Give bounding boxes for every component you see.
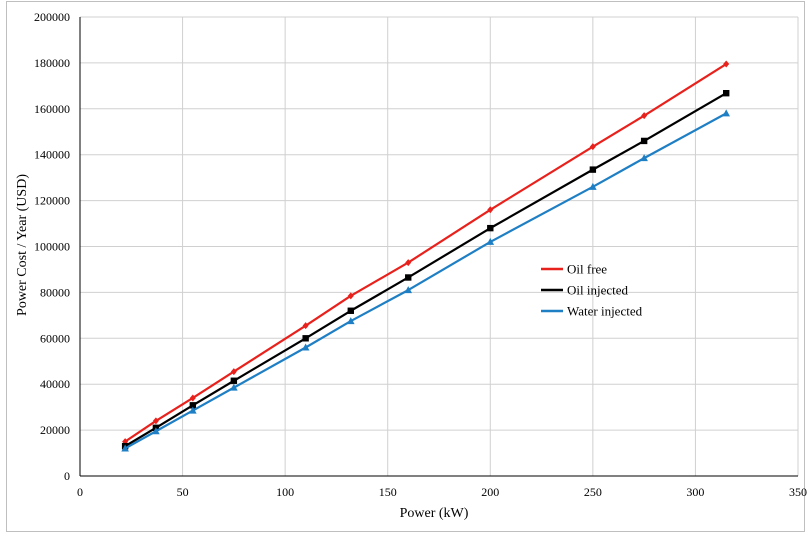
x-tick-label: 250 (584, 485, 602, 499)
data-point (486, 237, 495, 245)
data-point (723, 60, 730, 68)
tick-labels: 0 20000 40000 60000 80000 100000 120000 140000 1… (34, 10, 807, 499)
data-point (302, 335, 309, 342)
data-point (722, 109, 730, 117)
legend-label: Oil free (567, 262, 607, 277)
legend-label: Oil injected (567, 283, 629, 298)
y-tick-label: 0 (64, 469, 70, 483)
y-tick-label: 80000 (40, 285, 70, 299)
data-point (589, 143, 596, 151)
legend-item: Oil injected (541, 283, 629, 298)
legend-label: Water injected (567, 304, 643, 319)
data-point (404, 286, 413, 294)
y-tick-label: 20000 (40, 423, 70, 437)
data-point (347, 292, 354, 300)
data-point (152, 417, 159, 425)
x-tick-label: 50 (177, 485, 189, 499)
x-tick-label: 150 (379, 485, 397, 499)
legend: Oil free Oil injected Water injected (541, 262, 643, 319)
y-tick-label: 180000 (34, 56, 70, 70)
y-tick-label: 120000 (34, 194, 70, 208)
data-point (405, 259, 412, 267)
data-point (405, 274, 412, 281)
y-tick-label: 200000 (34, 10, 70, 24)
axes (79, 17, 798, 477)
x-tick-label: 100 (276, 485, 294, 499)
gridlines (80, 16, 799, 476)
series-line (124, 92, 727, 448)
data-point (723, 89, 730, 97)
data-point (487, 206, 494, 214)
y-tick-label: 100000 (34, 240, 70, 254)
y-tick-label: 140000 (34, 148, 70, 162)
data-point (189, 406, 197, 414)
series-line (124, 63, 727, 443)
data-point (640, 154, 648, 162)
x-tick-label: 200 (481, 485, 499, 499)
legend-item: Water injected (541, 304, 643, 319)
data-point (302, 322, 309, 330)
data-point (347, 307, 354, 314)
y-tick-label: 60000 (40, 331, 70, 345)
series (121, 60, 730, 452)
data-point (589, 166, 597, 173)
data-point (121, 444, 129, 452)
x-tick-label: 0 (77, 485, 83, 499)
y-tick-label: 40000 (40, 377, 70, 391)
data-point (189, 394, 196, 402)
series-line (124, 112, 727, 450)
data-point (487, 224, 494, 232)
series-oil-injected (121, 89, 730, 450)
data-point (589, 182, 597, 190)
series-oil-free (122, 60, 730, 446)
data-point (230, 383, 238, 391)
data-point (301, 343, 310, 351)
data-point (230, 377, 238, 384)
data-point (346, 317, 355, 325)
y-axis-title: Power Cost / Year (USD) (15, 174, 30, 316)
data-point (640, 137, 648, 145)
data-point (230, 368, 237, 376)
x-tick-label: 300 (686, 485, 704, 499)
data-point (189, 402, 197, 409)
y-tick-label: 160000 (34, 102, 70, 116)
legend-item: Oil free (541, 262, 607, 277)
data-point (641, 112, 648, 120)
data-point (152, 427, 160, 435)
x-axis-title: Power (kW) (400, 506, 469, 521)
series-water-injected (121, 109, 730, 452)
chart-frame (6, 1, 805, 532)
x-tick-label: 350 (789, 485, 807, 499)
